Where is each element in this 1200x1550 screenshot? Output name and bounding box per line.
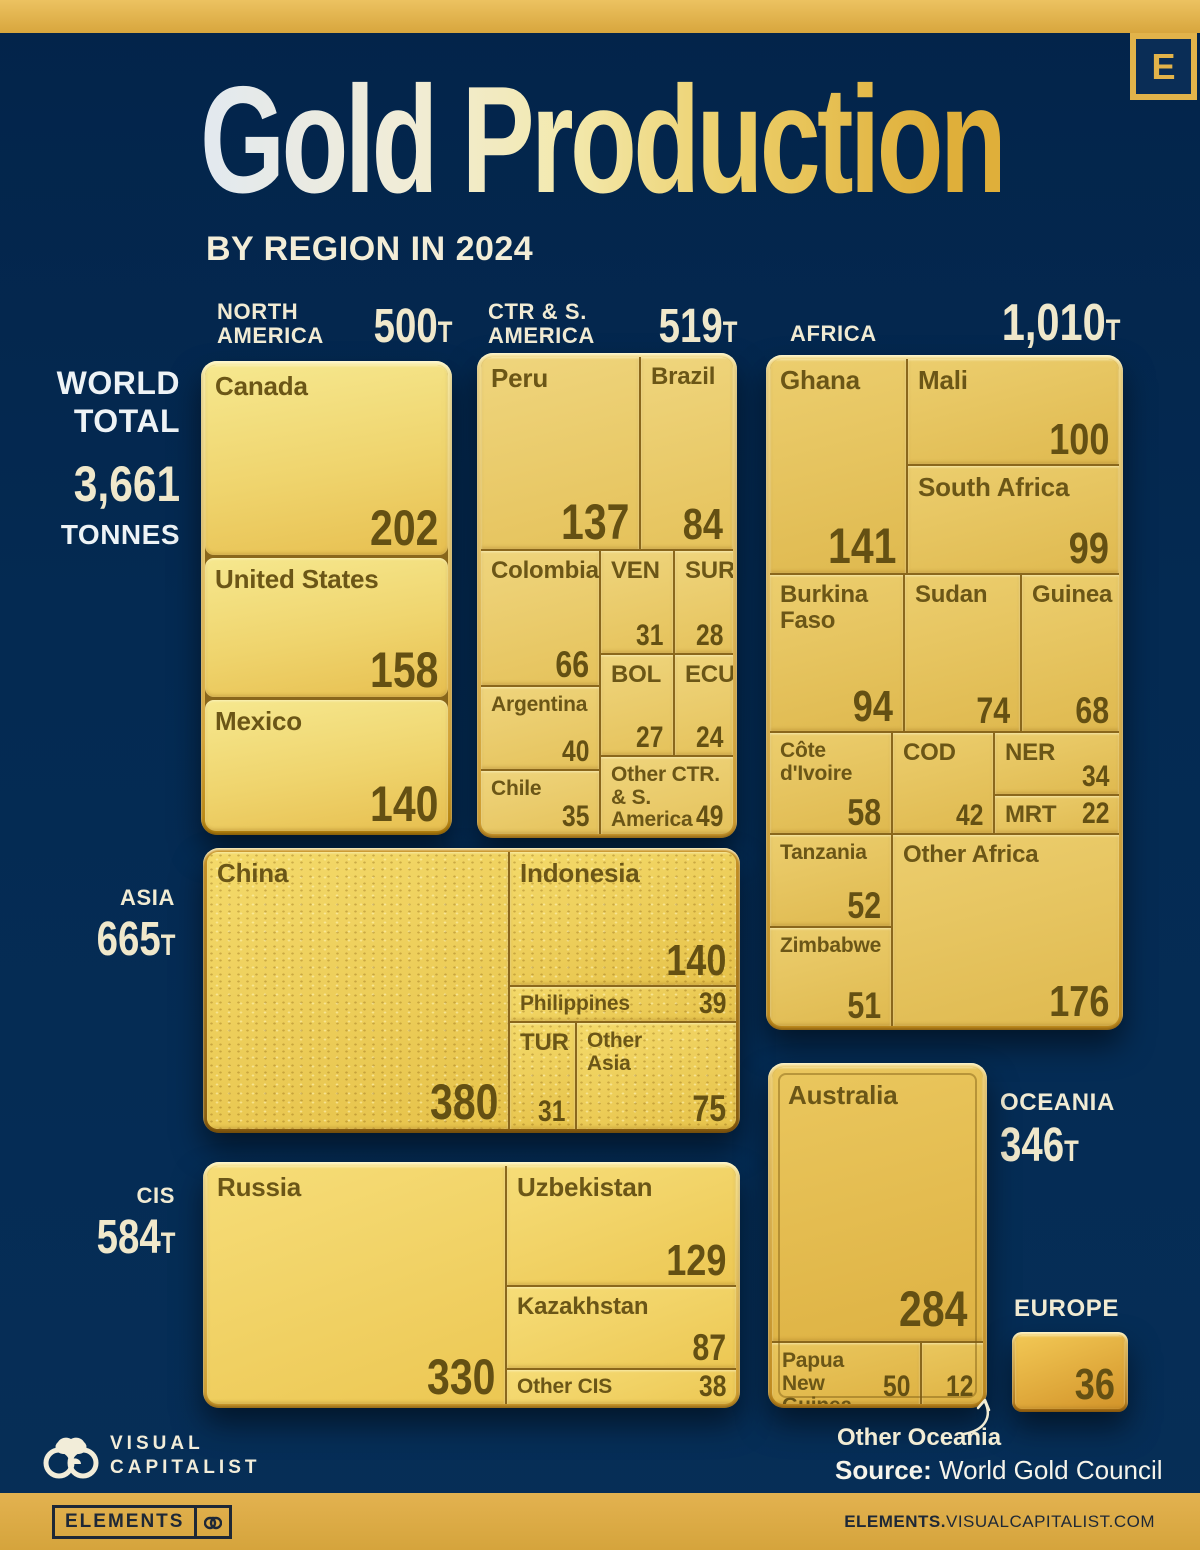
elements-mark-icon — [194, 1508, 229, 1536]
cell-philippines: Philippines 39 — [510, 987, 736, 1021]
world-total-unit: TONNES — [60, 518, 180, 550]
elements-brand-box: ELEMENTS — [52, 1505, 233, 1539]
bar-cis: Russia 330 Uzbekistan 129 Kazakhstan 87 … — [203, 1162, 740, 1408]
world-total-label: WORLD TOTAL — [56, 365, 180, 440]
cell-south-africa: South Africa 99 — [908, 466, 1119, 573]
cell-other-asia: Other Asia 75 — [577, 1023, 736, 1129]
region-label-ctr-s-america: CTR & S. AMERICA — [488, 299, 595, 349]
cell-suriname: SUR 28 — [675, 551, 733, 653]
cell-cod: COD 42 — [893, 733, 993, 833]
cell-other-ctr-s-america: Other CTR. & S. America 49 — [601, 757, 733, 834]
cell-kazakhstan: Kazakhstan 87 — [507, 1287, 736, 1368]
cell-indonesia: Indonesia 140 — [510, 852, 736, 985]
cell-russia: Russia 330 — [207, 1166, 505, 1404]
cell-papua-new-guinea: Papua New Guinea 50 — [772, 1343, 920, 1404]
cell-guinea: Guinea 68 — [1022, 575, 1119, 731]
visual-capitalist-wordmark: VISUAL CAPITALIST — [110, 1433, 261, 1478]
cell-chile: Chile 35 — [481, 771, 599, 834]
region-total-asia: 665T — [96, 913, 175, 966]
cell-venezuela: VEN 31 — [601, 551, 673, 653]
region-total-africa: 1,010T — [1001, 294, 1120, 352]
other-oceania-arrow-icon — [962, 1398, 991, 1436]
region-total-oceania: 346T — [1000, 1119, 1079, 1172]
bar-asia: China 380 Indonesia 140 Philippines 39 T… — [203, 848, 740, 1133]
elements-emblem: E — [1130, 33, 1197, 100]
region-label-cis: CIS — [136, 1183, 175, 1208]
source-credit: Source: World Gold Council — [835, 1455, 1163, 1485]
bar-oceania: Australia 284 Papua New Guinea 50 12 — [768, 1063, 987, 1408]
cell-mali: Mali 100 — [908, 359, 1119, 464]
region-label-africa: AFRICA — [790, 321, 877, 346]
cell-mexico: Mexico 140 — [205, 700, 448, 831]
cell-mrt: MRT 22 — [995, 796, 1119, 833]
cell-uzbekistan: Uzbekistan 129 — [507, 1166, 736, 1285]
cell-united-states: United States 158 — [205, 558, 448, 697]
bar-europe: 36 — [1012, 1332, 1128, 1412]
region-label-north-america: NORTH AMERICA — [217, 299, 324, 349]
cell-ghana: Ghana 141 — [770, 359, 906, 573]
footer-site-url: ELEMENTS.VISUALCAPITALIST.COM — [844, 1512, 1155, 1531]
region-total-ctr-s-america: 519T — [658, 300, 737, 353]
cell-ecuador: ECU 24 — [675, 655, 733, 755]
world-total-block: WORLD TOTAL 3,661 TONNES — [55, 364, 180, 551]
cell-other-cis: Other CIS 38 — [507, 1370, 736, 1404]
cell-peru: Peru 137 — [481, 357, 639, 549]
cell-australia: Australia 284 — [772, 1067, 983, 1341]
cell-brazil: Brazil 84 — [641, 357, 733, 549]
cell-cote-divoire: Côte d'Ivoire 58 — [770, 733, 891, 833]
cell-other-africa: Other Africa 176 — [893, 835, 1119, 1026]
bottom-gold-strip — [0, 1493, 1200, 1550]
cell-sudan: Sudan 74 — [905, 575, 1020, 731]
page-title: Gold Production — [200, 55, 1007, 225]
cell-colombia: Colombia 66 — [481, 551, 599, 685]
region-total-north-america: 500T — [373, 300, 452, 353]
visual-capitalist-logo: VISUAL CAPITALIST — [40, 1430, 260, 1482]
cell-ner: NER 34 — [995, 733, 1119, 794]
region-label-oceania: OCEANIA — [1000, 1089, 1115, 1116]
emblem-letter: E — [1151, 45, 1176, 87]
region-label-asia: ASIA — [120, 885, 175, 910]
visual-capitalist-mark-icon — [43, 1437, 99, 1479]
bar-north-america: Canada 202 United States 158 Mexico 140 — [201, 361, 452, 835]
cell-bolivia: BOL 27 — [601, 655, 673, 755]
cell-tanzania: Tanzania 52 — [770, 835, 891, 926]
other-oceania-annotation: Other Oceania — [837, 1424, 1002, 1451]
cell-burkina-faso: Burkina Faso 94 — [770, 575, 903, 731]
bar-ctr-s-america: Peru 137 Brazil 84 Colombia 66 VEN 31 SU… — [477, 353, 737, 838]
cell-argentina: Argentina 40 — [481, 687, 599, 769]
region-total-cis: 584T — [96, 1211, 175, 1264]
cell-zimbabwe: Zimbabwe 51 — [770, 928, 891, 1026]
cell-other-oceania: 12 — [922, 1343, 983, 1404]
world-total-value: 3,661 — [73, 455, 180, 512]
cell-tur: TUR 31 — [510, 1023, 575, 1129]
region-label-europe: EUROPE — [1014, 1295, 1119, 1322]
cell-canada: Canada 202 — [205, 365, 448, 555]
bar-africa: Ghana 141 Mali 100 South Africa 99 Burki… — [766, 355, 1123, 1030]
cell-europe: 36 — [1015, 1335, 1125, 1409]
top-gold-strip — [0, 0, 1200, 33]
cell-china: China 380 — [207, 852, 508, 1129]
page-subtitle: BY REGION IN 2024 — [206, 230, 534, 268]
